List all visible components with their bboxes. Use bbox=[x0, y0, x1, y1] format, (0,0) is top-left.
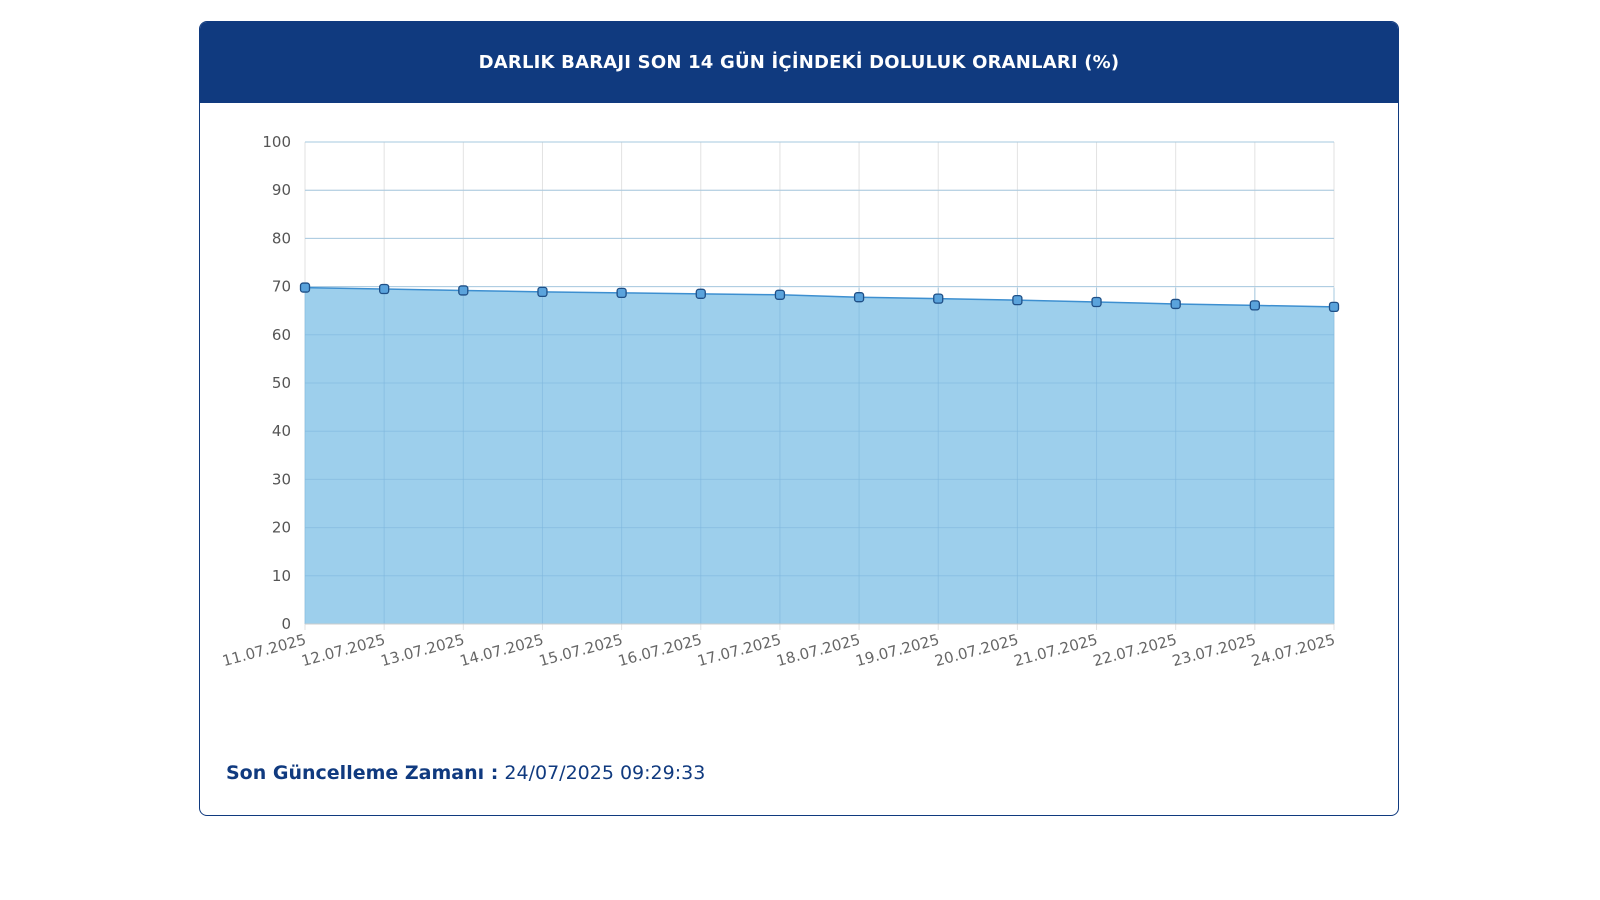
last-updated-label: Son Güncelleme Zamanı : bbox=[226, 762, 499, 784]
x-tick-label: 11.07.2025 bbox=[220, 630, 308, 670]
last-updated: Son Güncelleme Zamanı : 24/07/2025 09:29… bbox=[226, 762, 705, 784]
x-tick-label: 17.07.2025 bbox=[695, 630, 783, 670]
data-point bbox=[695, 288, 706, 299]
x-tick-label: 24.07.2025 bbox=[1249, 630, 1337, 670]
y-tick-label: 80 bbox=[272, 229, 291, 247]
chart-card: DARLIK BARAJI SON 14 GÜN İÇİNDEKİ DOLULU… bbox=[199, 21, 1399, 816]
data-point bbox=[933, 293, 944, 304]
data-point bbox=[1170, 298, 1181, 310]
y-tick-label: 70 bbox=[272, 278, 291, 296]
x-tick-label: 12.07.2025 bbox=[300, 630, 388, 670]
series-area bbox=[305, 287, 1334, 624]
data-point bbox=[458, 285, 469, 296]
data-point bbox=[1328, 301, 1340, 312]
y-tick-label: 20 bbox=[272, 519, 291, 537]
data-point bbox=[379, 283, 390, 295]
x-tick-label: 21.07.2025 bbox=[1012, 630, 1100, 670]
x-tick-label: 13.07.2025 bbox=[379, 630, 467, 670]
chart-title: DARLIK BARAJI SON 14 GÜN İÇİNDEKİ DOLULU… bbox=[200, 22, 1398, 103]
last-updated-value: 24/07/2025 09:29:33 bbox=[504, 762, 706, 784]
data-point bbox=[537, 286, 548, 298]
data-point bbox=[1249, 300, 1260, 311]
y-tick-label: 30 bbox=[272, 470, 291, 488]
x-tick-label: 20.07.2025 bbox=[933, 630, 1021, 670]
y-tick-label: 60 bbox=[272, 326, 291, 344]
data-point bbox=[1012, 294, 1023, 306]
x-tick-label: 15.07.2025 bbox=[537, 630, 625, 670]
data-point bbox=[1091, 296, 1102, 308]
x-tick-label: 22.07.2025 bbox=[1091, 630, 1179, 670]
y-tick-label: 50 bbox=[272, 374, 291, 392]
y-tick-label: 0 bbox=[281, 615, 291, 633]
y-tick-label: 100 bbox=[262, 133, 291, 151]
y-tick-label: 90 bbox=[272, 181, 291, 199]
data-point bbox=[616, 287, 627, 299]
x-tick-label: 18.07.2025 bbox=[774, 630, 862, 670]
series-line bbox=[304, 286, 1335, 308]
data-point bbox=[853, 292, 865, 303]
data-point bbox=[774, 289, 786, 300]
x-tick-label: 14.07.2025 bbox=[458, 630, 546, 670]
y-tick-label: 40 bbox=[272, 422, 291, 440]
x-tick-label: 23.07.2025 bbox=[1170, 630, 1258, 670]
data-point bbox=[299, 282, 311, 293]
x-tick-label: 19.07.2025 bbox=[854, 630, 942, 670]
chart-canvas: 0 10 20 30 40 50 60 70 80 90 100 11.07.202512.07.20… bbox=[220, 133, 1340, 670]
y-tick-label: 10 bbox=[272, 567, 291, 585]
x-tick-label: 16.07.2025 bbox=[616, 630, 704, 670]
